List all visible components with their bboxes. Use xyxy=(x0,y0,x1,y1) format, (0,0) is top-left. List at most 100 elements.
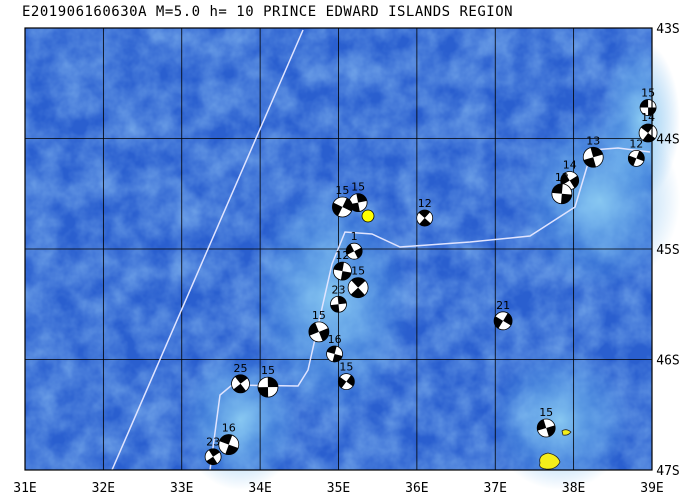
compressional-quadrant xyxy=(225,444,239,455)
focal-mechanism[interactable]: 16 xyxy=(218,422,240,455)
longitude-label: 39E xyxy=(640,481,663,496)
longitude-label: 36E xyxy=(405,481,428,496)
event-depth-label: 16 xyxy=(222,422,236,435)
ridge-transform-line xyxy=(209,147,651,471)
longitude-label: 37E xyxy=(484,481,507,496)
event-depth-label: 21 xyxy=(496,299,510,312)
compressional-quadrant xyxy=(233,383,247,393)
compressional-quadrant xyxy=(326,345,337,354)
focal-mechanism[interactable]: 13 xyxy=(582,134,604,168)
compressional-quadrant xyxy=(234,374,248,384)
compressional-quadrant xyxy=(503,313,513,326)
compressional-quadrant xyxy=(219,434,233,445)
focal-mechanism[interactable]: 12 xyxy=(627,137,645,167)
compressional-quadrant xyxy=(494,316,504,329)
event-depth-label: 23 xyxy=(332,283,346,296)
event-depth-label: 15 xyxy=(261,364,275,377)
latitude-label: 44S xyxy=(656,133,679,148)
compressional-quadrant xyxy=(342,198,353,212)
focal-mechanism[interactable]: 15 xyxy=(337,361,355,391)
marion-island xyxy=(539,452,561,470)
map-frame xyxy=(24,27,653,471)
compressional-quadrant xyxy=(569,175,579,189)
event-depth-label: 15 xyxy=(351,265,365,278)
prince-edward-island xyxy=(561,429,572,436)
compressional-quadrant xyxy=(318,328,329,342)
event-depth-label: 12 xyxy=(335,249,349,262)
compressional-quadrant xyxy=(560,172,570,186)
compressional-quadrant xyxy=(333,262,344,272)
event-depth-label: 1 xyxy=(351,230,358,243)
compressional-quadrant xyxy=(560,193,572,204)
latitude-label: 43S xyxy=(656,22,679,37)
event-title: E201906160630A M=5.0 h= 10 PRINCE EDWARD… xyxy=(22,4,514,20)
longitude-label: 31E xyxy=(13,481,36,496)
compressional-quadrant xyxy=(351,277,366,288)
compressional-quadrant xyxy=(206,456,218,465)
latitude-label: 45S xyxy=(656,243,679,258)
epicenter-marker[interactable] xyxy=(361,209,375,223)
compressional-quadrant xyxy=(628,155,637,166)
event-depth-label: 13 xyxy=(586,134,600,147)
focal-mechanism[interactable]: 15 xyxy=(257,364,279,398)
compressional-quadrant xyxy=(551,183,563,194)
compressional-quadrant xyxy=(636,150,645,162)
compressional-quadrant xyxy=(583,157,596,168)
focal-mechanism[interactable]: 15 xyxy=(332,184,353,218)
compressional-quadrant xyxy=(208,448,220,457)
event-depth-label: 16 xyxy=(328,333,342,346)
compressional-quadrant xyxy=(337,296,347,305)
compressional-quadrant xyxy=(590,147,603,158)
compressional-quadrant xyxy=(257,387,269,398)
event-depth-label: 25 xyxy=(234,362,248,375)
compressional-quadrant xyxy=(537,419,547,431)
focal-mechanism[interactable]: 1 xyxy=(345,230,363,260)
compressional-quadrant xyxy=(346,375,355,387)
compressional-quadrant xyxy=(338,376,347,389)
longitude-labels: 31E 32E 33E 34E 35E 36E 37E 38E 39E xyxy=(13,481,663,496)
longitude-label: 35E xyxy=(327,481,350,496)
latitude-label: 46S xyxy=(656,354,679,369)
event-depth-label: 14 xyxy=(563,158,577,171)
focal-mechanism[interactable]: 16 xyxy=(326,333,343,363)
event-depth-label: 15 xyxy=(312,309,326,322)
compressional-quadrant xyxy=(640,99,649,108)
focal-mechanism[interactable]: 12 xyxy=(333,249,352,281)
focal-mechanism[interactable]: 15 xyxy=(308,309,330,343)
event-depth-label: 15 xyxy=(335,184,349,197)
compressional-quadrant xyxy=(418,210,431,219)
compressional-quadrant xyxy=(356,193,367,203)
event-depth-label: 23 xyxy=(206,436,220,449)
compressional-quadrant xyxy=(419,218,431,227)
longitude-label: 33E xyxy=(170,481,193,496)
event-depth-label: 15 xyxy=(539,406,553,419)
compressional-quadrant xyxy=(346,244,355,255)
event-depth-label: 14 xyxy=(641,111,655,124)
focal-mechanism[interactable]: 21 xyxy=(493,299,513,331)
longitude-label: 34E xyxy=(248,481,271,496)
latitude-label: 47S xyxy=(656,464,679,479)
event-depth-label: 12 xyxy=(555,171,569,184)
compressional-quadrant xyxy=(330,304,340,313)
focal-mechanism[interactable]: 23 xyxy=(204,436,222,466)
compressional-quadrant xyxy=(332,353,343,362)
focal-mechanism[interactable]: 12 xyxy=(551,171,573,205)
event-depth-label: 12 xyxy=(418,197,432,210)
event-depth-label: 15 xyxy=(351,181,365,194)
plate-boundary-line xyxy=(111,29,304,471)
compressional-quadrant xyxy=(350,287,365,298)
focal-mechanism[interactable]: 25 xyxy=(231,362,250,394)
compressional-quadrant xyxy=(546,425,556,437)
longitude-label: 38E xyxy=(562,481,585,496)
compressional-quadrant xyxy=(332,202,343,216)
event-depth-label: 12 xyxy=(629,137,643,150)
compressional-quadrant xyxy=(308,322,319,336)
focal-mechanism[interactable]: 15 xyxy=(347,265,369,299)
focal-mechanism[interactable]: 15 xyxy=(536,406,556,438)
focal-mechanism[interactable]: 12 xyxy=(416,197,434,227)
compressional-quadrant xyxy=(640,123,654,133)
event-depth-label: 15 xyxy=(641,87,655,100)
focal-mechanism[interactable]: 23 xyxy=(330,283,347,313)
